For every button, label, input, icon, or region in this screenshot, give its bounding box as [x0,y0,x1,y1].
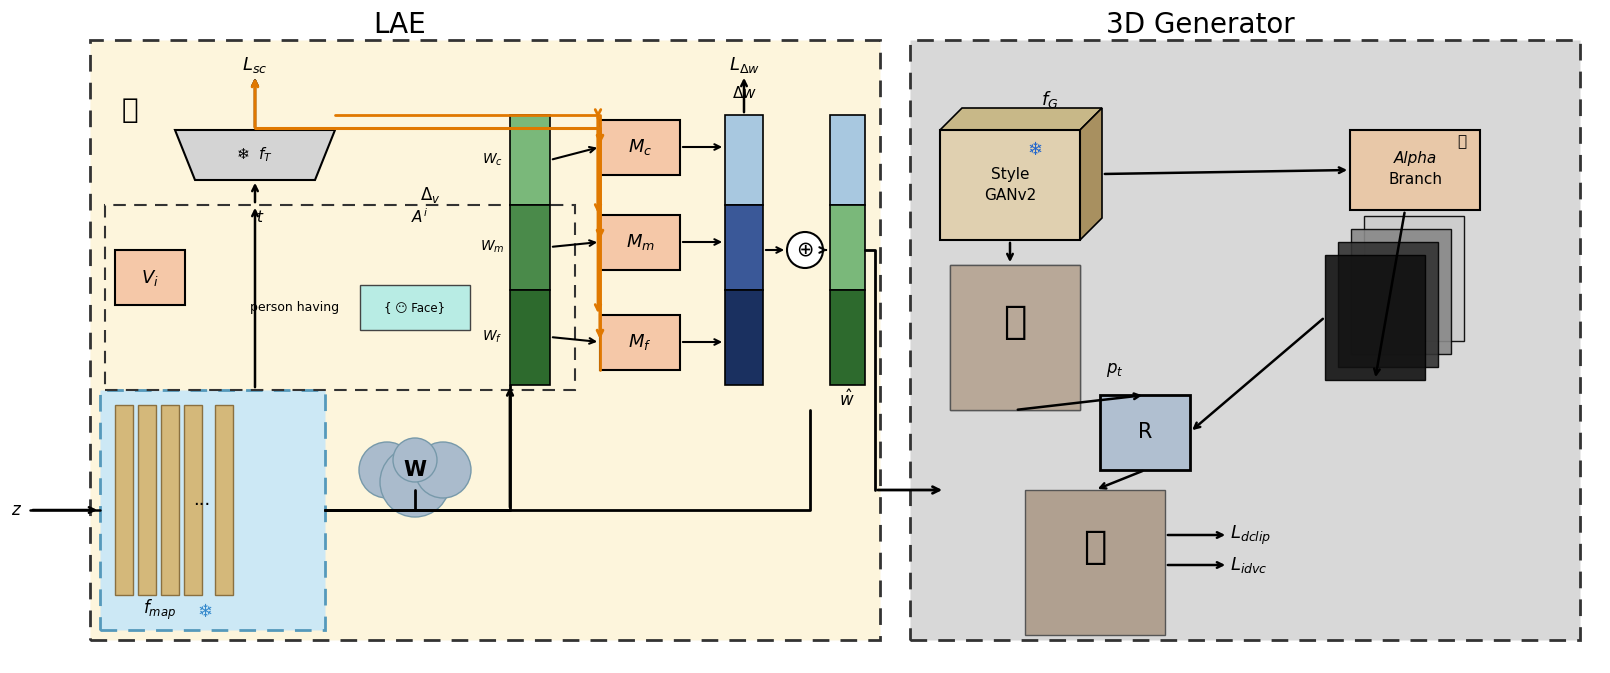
Text: $\hat{w}$: $\hat{w}$ [839,390,855,411]
Text: $L_{\Delta w}$: $L_{\Delta w}$ [728,55,760,75]
Circle shape [393,438,436,482]
Text: 👩: 👩 [1084,528,1106,566]
FancyBboxPatch shape [1364,216,1463,341]
Text: $W_c$: $W_c$ [481,152,502,168]
Text: $f_{map}$: $f_{map}$ [143,598,177,622]
FancyBboxPatch shape [724,290,763,385]
Circle shape [787,232,823,268]
Text: Style: Style [990,168,1029,182]
Text: $\Delta_v$: $\Delta_v$ [420,185,440,205]
Text: ❄: ❄ [1027,141,1043,159]
FancyBboxPatch shape [138,405,156,595]
Text: $A^i$: $A^i$ [411,208,428,226]
FancyBboxPatch shape [100,390,325,630]
Text: 👩: 👩 [1003,303,1027,341]
FancyBboxPatch shape [510,205,551,290]
Circle shape [380,447,451,517]
Text: ···: ··· [193,496,211,514]
Circle shape [415,442,472,498]
Text: $L_{dclip}$: $L_{dclip}$ [1230,524,1272,546]
Text: person having: person having [251,302,340,314]
Text: $f_G$: $f_G$ [1042,90,1059,110]
FancyBboxPatch shape [114,250,185,305]
Text: $L_{idvc}$: $L_{idvc}$ [1230,555,1267,575]
Polygon shape [175,130,335,180]
FancyBboxPatch shape [1325,255,1425,380]
FancyBboxPatch shape [831,115,865,205]
FancyBboxPatch shape [950,265,1080,410]
FancyBboxPatch shape [510,115,551,205]
FancyBboxPatch shape [831,290,865,385]
FancyBboxPatch shape [510,290,551,385]
FancyBboxPatch shape [910,40,1579,640]
Text: 3D Generator: 3D Generator [1106,11,1294,39]
Text: $W_m$: $W_m$ [480,239,504,255]
Text: ❄  $f_T$: ❄ $f_T$ [237,145,274,164]
Text: $L_{sc}$: $L_{sc}$ [243,55,267,75]
Text: Alpha: Alpha [1393,151,1436,166]
Text: LAE: LAE [374,11,427,39]
FancyBboxPatch shape [724,205,763,290]
FancyBboxPatch shape [1351,130,1480,210]
FancyBboxPatch shape [184,405,201,595]
FancyBboxPatch shape [940,130,1080,240]
Text: Branch: Branch [1388,172,1443,188]
FancyBboxPatch shape [601,315,679,370]
Text: ❄: ❄ [198,603,213,621]
Text: GANv2: GANv2 [984,188,1037,203]
FancyBboxPatch shape [114,405,134,595]
FancyBboxPatch shape [1338,242,1438,367]
Text: $t$: $t$ [256,209,264,225]
Text: $V_i$: $V_i$ [142,268,159,288]
Text: $\oplus$: $\oplus$ [797,240,813,260]
Text: W: W [404,460,427,480]
Text: $p_t$: $p_t$ [1106,361,1124,379]
FancyBboxPatch shape [1100,395,1190,470]
Circle shape [359,442,415,498]
FancyBboxPatch shape [216,405,233,595]
FancyBboxPatch shape [161,405,179,595]
Text: $M_m$: $M_m$ [626,232,655,252]
FancyBboxPatch shape [950,265,1080,410]
Text: $M_c$: $M_c$ [628,137,652,157]
FancyBboxPatch shape [90,40,881,640]
Text: 🔥: 🔥 [1457,135,1467,149]
Text: $z$: $z$ [11,501,23,519]
Text: $\Delta w$: $\Delta w$ [731,85,757,101]
FancyBboxPatch shape [601,120,679,175]
Text: $M_f$: $M_f$ [628,332,652,352]
FancyBboxPatch shape [601,215,679,270]
Polygon shape [940,108,1101,130]
Text: 🔥: 🔥 [122,96,138,124]
Text: { 😶 Face}: { 😶 Face} [385,302,446,314]
Polygon shape [1080,108,1101,240]
FancyBboxPatch shape [831,205,865,290]
Text: $W_f$: $W_f$ [481,329,502,345]
FancyBboxPatch shape [1026,490,1166,635]
FancyBboxPatch shape [361,285,470,330]
FancyBboxPatch shape [1351,229,1451,354]
Text: R: R [1138,422,1153,442]
FancyBboxPatch shape [724,115,763,205]
